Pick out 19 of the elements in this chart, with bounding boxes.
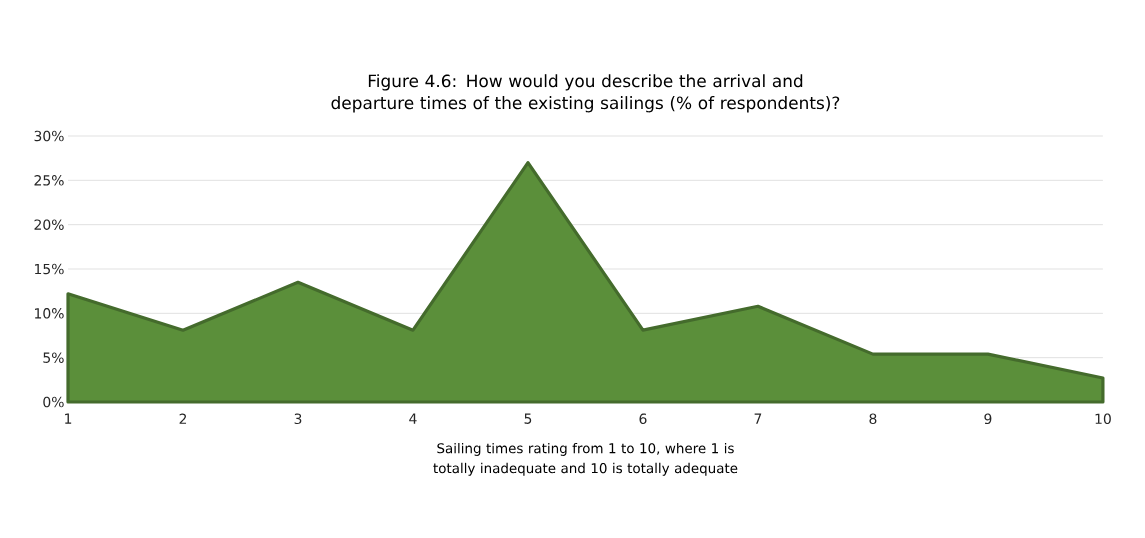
y-tick-label: 5% xyxy=(43,352,64,363)
y-tick-label: 25% xyxy=(34,175,64,186)
x-tick-label: 1 xyxy=(65,413,72,424)
y-tick-label: 15% xyxy=(35,263,64,275)
x-axis-title: Sailing times rating from 1 to 10, where 1 is totally inadequate and 10 is totally adequate xyxy=(433,442,738,476)
x-tick-label: 3 xyxy=(294,413,302,425)
x-tick-label: 2 xyxy=(179,413,187,424)
y-tick-label: 20% xyxy=(34,219,64,230)
x-tick-label: 4 xyxy=(409,413,417,424)
x-tick-label: 5 xyxy=(524,413,532,424)
chart-title: Figure 4.6: How would you describe the arrival and departure times of the existing sailings (% of respondents)? xyxy=(331,74,840,113)
y-tick-label: 10% xyxy=(35,308,64,319)
y-tick-label: 0% xyxy=(43,396,64,408)
x-tick-label: 9 xyxy=(984,413,992,425)
x-tick-label: 7 xyxy=(754,413,762,424)
x-tick-label: 10 xyxy=(1095,413,1111,425)
y-tick-label: 30% xyxy=(34,130,64,142)
x-tick-label: 6 xyxy=(639,413,647,425)
x-tick-label: 8 xyxy=(869,413,877,425)
